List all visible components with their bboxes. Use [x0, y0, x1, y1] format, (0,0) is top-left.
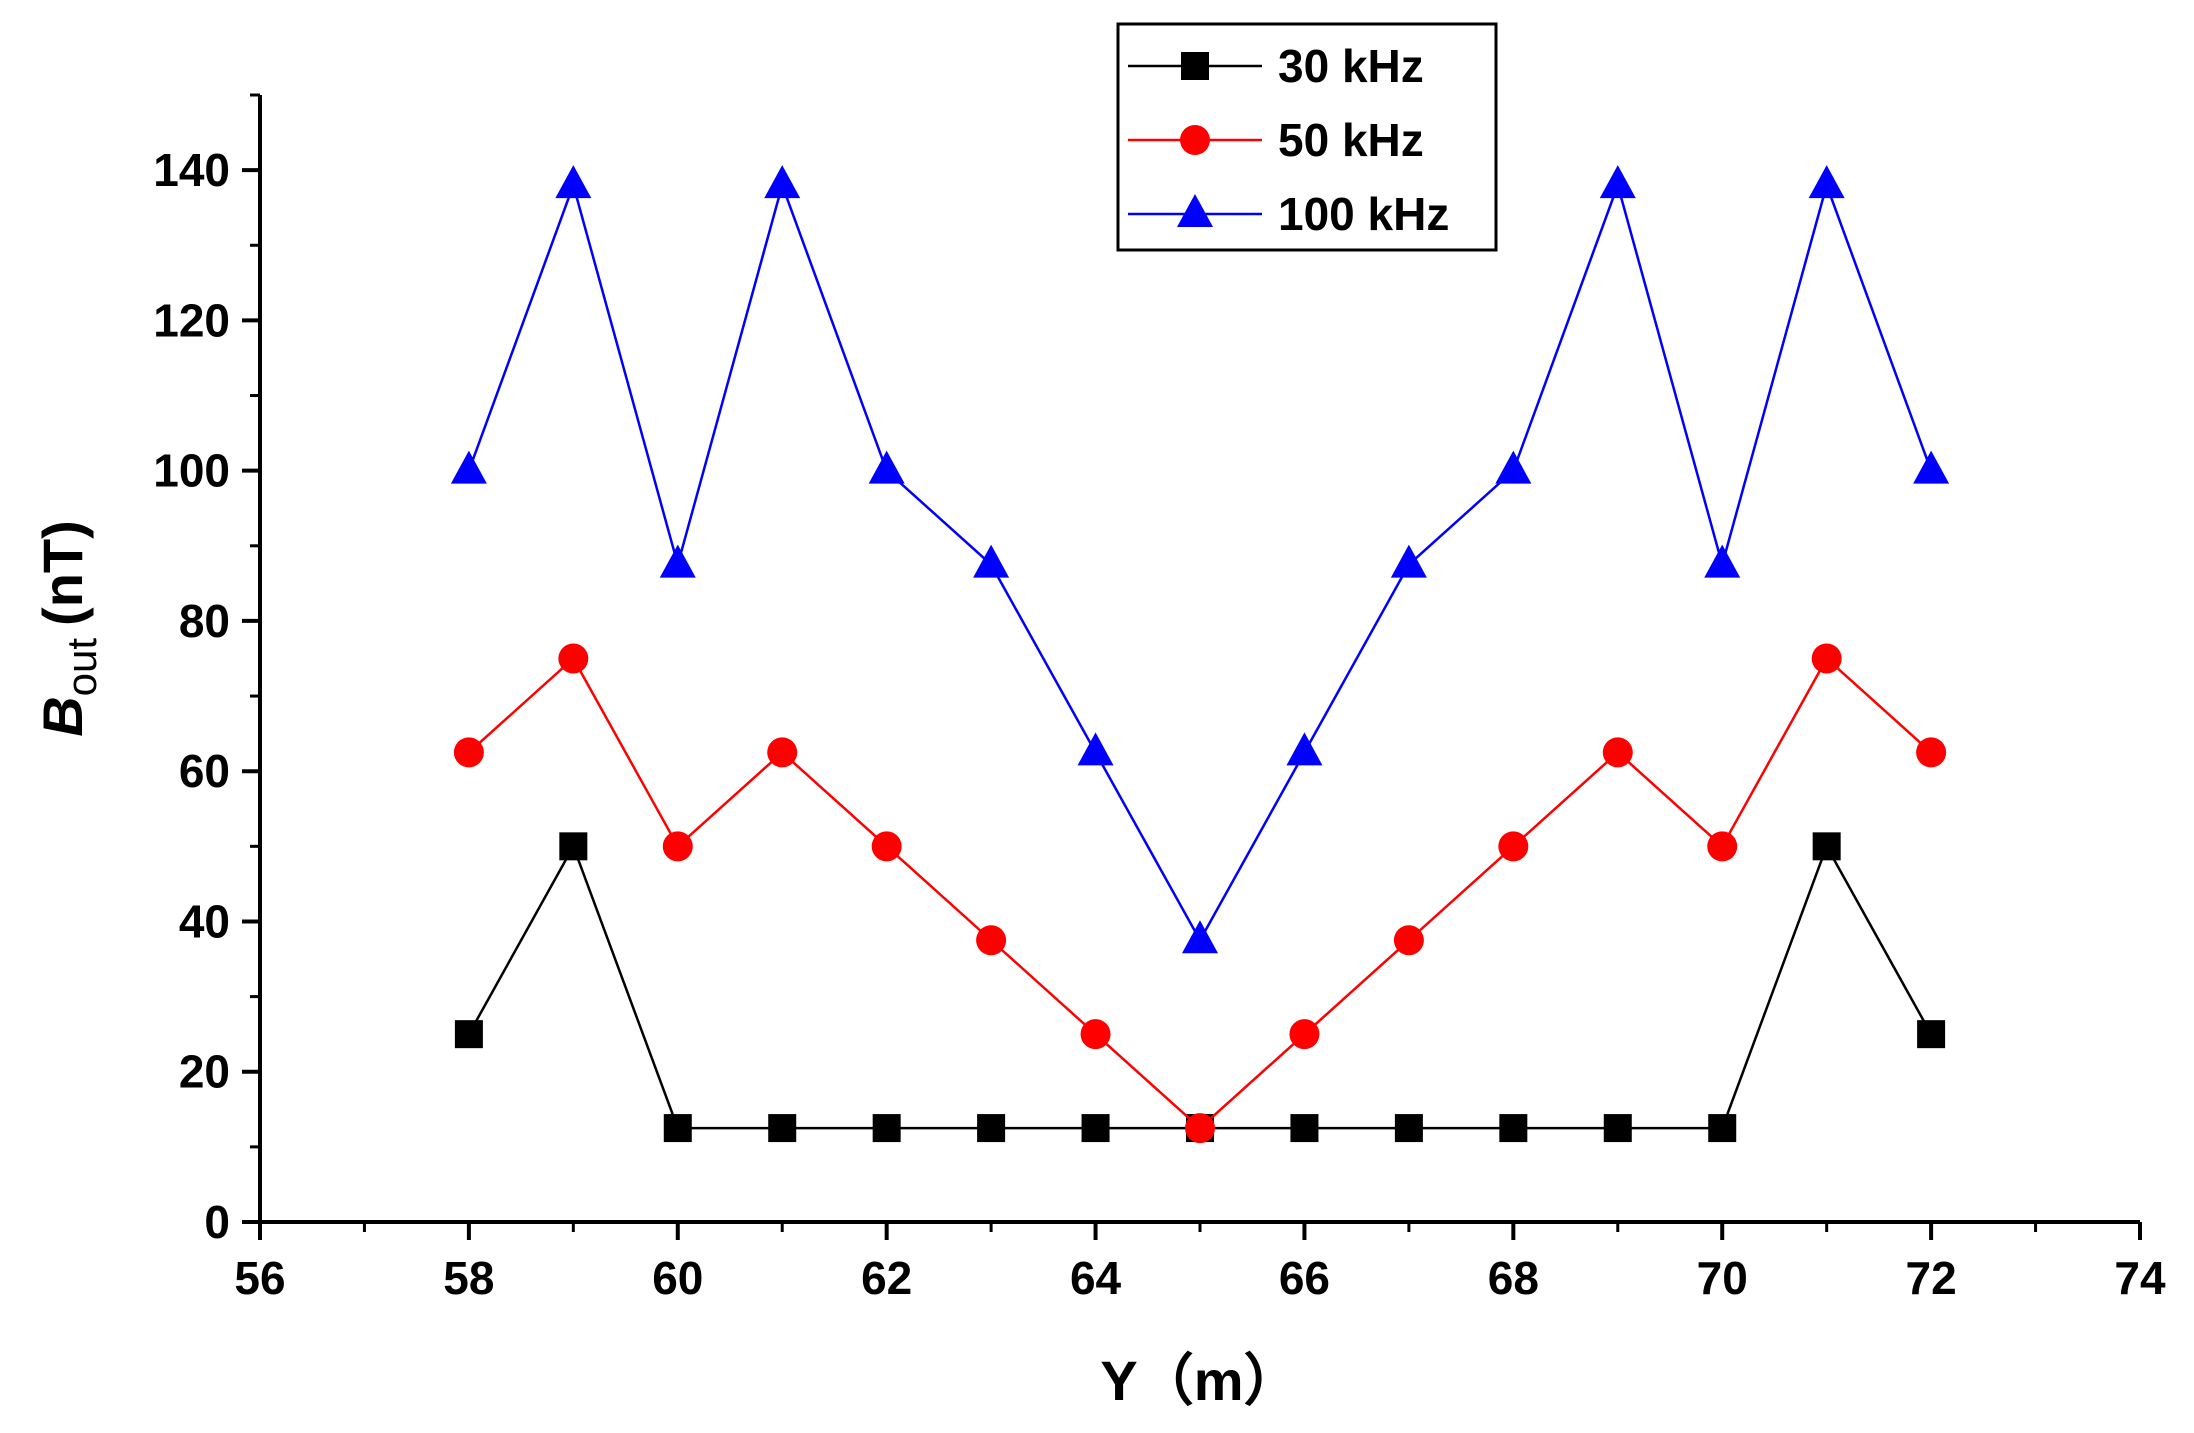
x-tick-label: 58	[443, 1252, 494, 1304]
data-point	[1182, 920, 1218, 954]
y-axis-title-unit: (nT)	[31, 520, 94, 626]
data-point	[558, 643, 589, 674]
data-point	[872, 1114, 901, 1143]
data-point	[976, 925, 1007, 956]
series-triangle	[450, 165, 1950, 954]
data-point	[1286, 732, 1323, 766]
series-circle	[453, 643, 1947, 1144]
data-point	[1495, 450, 1532, 484]
legend-label: 30 kHz	[1278, 40, 1424, 92]
data-point	[559, 832, 588, 861]
data-point	[659, 544, 696, 578]
data-point	[1390, 544, 1427, 578]
series-line	[467, 843, 1933, 1130]
y-axis-title-main: B	[31, 696, 94, 736]
legend-marker	[1180, 125, 1210, 155]
data-point	[973, 544, 1010, 578]
x-tick-label: 64	[1070, 1252, 1122, 1304]
data-point	[1498, 831, 1529, 862]
data-point	[1916, 737, 1947, 768]
data-point	[1704, 544, 1741, 578]
data-point	[767, 737, 798, 768]
legend-marker	[1181, 52, 1209, 80]
data-point	[1602, 737, 1633, 768]
data-point	[1077, 732, 1114, 766]
legend-label: 100 kHz	[1278, 188, 1449, 240]
data-point	[555, 165, 592, 199]
data-point	[977, 1114, 1006, 1143]
x-tick-label: 66	[1279, 1252, 1330, 1304]
data-point	[871, 831, 902, 862]
data-point	[1917, 1020, 1946, 1049]
data-point	[1081, 1114, 1110, 1143]
data-point	[1811, 643, 1842, 674]
x-tick-label: 62	[861, 1252, 912, 1304]
x-tick-label: 70	[1697, 1252, 1748, 1304]
x-axis-title: Y（m）	[1100, 1349, 1299, 1412]
data-point	[1394, 1114, 1423, 1143]
y-tick-label: 120	[153, 294, 230, 346]
axes: 56 58 60 62 64 66 68 70 72 74 0 20 40 60 80 100 120 140	[153, 93, 2166, 1304]
data-point	[1393, 925, 1424, 956]
data-point	[1603, 1114, 1632, 1143]
x-tick-label: 60	[652, 1252, 703, 1304]
y-tick-label: 40	[179, 895, 230, 947]
data-point	[450, 450, 487, 484]
data-point	[454, 1020, 483, 1049]
data-point	[1707, 831, 1738, 862]
y-tick-label: 0	[204, 1196, 230, 1248]
data-point	[1708, 1114, 1737, 1143]
data-point	[1599, 165, 1636, 199]
data-point	[1080, 1019, 1111, 1050]
x-tick-label: 72	[1906, 1252, 1957, 1304]
data-point	[1185, 1113, 1215, 1144]
x-tick-label: 56	[234, 1252, 285, 1304]
data-point	[662, 831, 693, 862]
y-tick-label: 20	[179, 1046, 230, 1098]
y-tick-label: 80	[179, 595, 230, 647]
data-point	[764, 165, 801, 199]
series-square	[454, 832, 1946, 1143]
data-point	[1808, 165, 1845, 199]
data-point	[663, 1114, 692, 1143]
x-tick-label: 68	[1488, 1252, 1539, 1304]
data-point	[1913, 450, 1950, 484]
series-line	[468, 656, 1932, 1130]
y-axis-title-sub: out	[58, 638, 105, 697]
series-line	[467, 181, 1933, 943]
y-tick-label: 100	[153, 445, 230, 497]
y-axis-title: Bout (nT)	[31, 520, 105, 737]
x-tick-label: 74	[2114, 1252, 2166, 1304]
data-point	[868, 450, 905, 484]
data-point	[1289, 1019, 1320, 1050]
data-point	[1290, 1114, 1319, 1143]
legend: 30 kHz 50 kHz 100 kHz	[1116, 22, 1498, 252]
data-point	[1812, 832, 1841, 861]
y-tick-label: 60	[179, 745, 230, 797]
y-tick-label: 140	[153, 144, 230, 196]
data-point	[453, 737, 484, 768]
series-layer	[450, 165, 1950, 1144]
data-point	[1499, 1114, 1528, 1143]
legend-marker	[1177, 194, 1213, 227]
data-point	[768, 1114, 797, 1143]
legend-label: 50 kHz	[1278, 114, 1424, 166]
